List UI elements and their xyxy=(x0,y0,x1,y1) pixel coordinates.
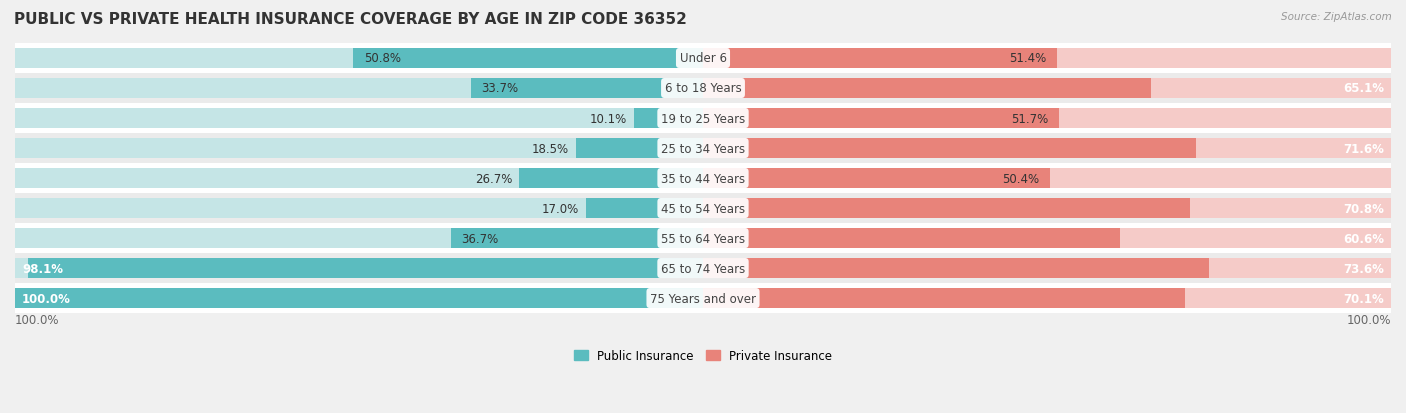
Bar xyxy=(15,283,1391,313)
Bar xyxy=(471,79,703,99)
Text: 50.8%: 50.8% xyxy=(364,52,401,65)
Bar xyxy=(575,139,703,158)
Bar xyxy=(703,229,1121,248)
Text: 65.1%: 65.1% xyxy=(1343,82,1384,95)
Bar xyxy=(703,289,1185,308)
Bar xyxy=(353,49,703,69)
Bar xyxy=(703,79,1152,99)
Text: Under 6: Under 6 xyxy=(679,52,727,65)
Text: 100.0%: 100.0% xyxy=(1347,313,1391,326)
Text: 100.0%: 100.0% xyxy=(22,292,70,305)
Bar xyxy=(703,199,1189,218)
Bar xyxy=(15,223,1391,254)
Bar xyxy=(703,289,1391,308)
Bar xyxy=(15,134,1391,164)
Bar xyxy=(15,169,703,188)
Text: 25 to 34 Years: 25 to 34 Years xyxy=(661,142,745,155)
Text: 51.4%: 51.4% xyxy=(1010,52,1046,65)
Bar xyxy=(519,169,703,188)
Bar xyxy=(15,139,703,158)
Bar xyxy=(15,79,703,99)
Bar xyxy=(703,109,1391,128)
Text: 33.7%: 33.7% xyxy=(481,82,519,95)
Bar xyxy=(15,104,1391,134)
Bar xyxy=(703,229,1391,248)
Text: 73.6%: 73.6% xyxy=(1343,262,1384,275)
Bar xyxy=(15,194,1391,223)
Text: 45 to 54 Years: 45 to 54 Years xyxy=(661,202,745,215)
Text: PUBLIC VS PRIVATE HEALTH INSURANCE COVERAGE BY AGE IN ZIP CODE 36352: PUBLIC VS PRIVATE HEALTH INSURANCE COVER… xyxy=(14,12,688,27)
Text: 26.7%: 26.7% xyxy=(475,172,512,185)
Text: 60.6%: 60.6% xyxy=(1343,232,1384,245)
Text: 98.1%: 98.1% xyxy=(22,262,63,275)
Bar xyxy=(15,164,1391,194)
Text: 6 to 18 Years: 6 to 18 Years xyxy=(665,82,741,95)
Text: 100.0%: 100.0% xyxy=(15,313,59,326)
Bar xyxy=(634,109,703,128)
Bar xyxy=(703,199,1391,218)
Bar xyxy=(15,289,703,308)
Text: 35 to 44 Years: 35 to 44 Years xyxy=(661,172,745,185)
Bar xyxy=(15,44,1391,74)
Bar xyxy=(703,169,1050,188)
Legend: Public Insurance, Private Insurance: Public Insurance, Private Insurance xyxy=(569,344,837,367)
Bar xyxy=(15,109,703,128)
Bar xyxy=(15,74,1391,104)
Text: 75 Years and over: 75 Years and over xyxy=(650,292,756,305)
Text: Source: ZipAtlas.com: Source: ZipAtlas.com xyxy=(1281,12,1392,22)
Bar xyxy=(586,199,703,218)
Bar xyxy=(703,259,1209,278)
Text: 17.0%: 17.0% xyxy=(541,202,579,215)
Bar xyxy=(703,139,1391,158)
Bar xyxy=(703,109,1059,128)
Text: 70.8%: 70.8% xyxy=(1343,202,1384,215)
Bar xyxy=(703,259,1391,278)
Bar xyxy=(15,289,703,308)
Bar xyxy=(15,49,703,69)
Text: 10.1%: 10.1% xyxy=(589,112,627,125)
Text: 70.1%: 70.1% xyxy=(1343,292,1384,305)
Bar xyxy=(15,254,1391,283)
Bar xyxy=(15,259,703,278)
Text: 36.7%: 36.7% xyxy=(461,232,498,245)
Bar xyxy=(703,139,1195,158)
Bar xyxy=(15,229,703,248)
Text: 71.6%: 71.6% xyxy=(1343,142,1384,155)
Bar xyxy=(703,49,1391,69)
Text: 51.7%: 51.7% xyxy=(1011,112,1049,125)
Bar xyxy=(703,169,1391,188)
Text: 55 to 64 Years: 55 to 64 Years xyxy=(661,232,745,245)
Bar xyxy=(450,229,703,248)
Text: 19 to 25 Years: 19 to 25 Years xyxy=(661,112,745,125)
Text: 65 to 74 Years: 65 to 74 Years xyxy=(661,262,745,275)
Text: 18.5%: 18.5% xyxy=(531,142,569,155)
Text: 50.4%: 50.4% xyxy=(1002,172,1039,185)
Bar xyxy=(28,259,703,278)
Bar xyxy=(703,79,1391,99)
Bar xyxy=(15,199,703,218)
Bar xyxy=(703,49,1057,69)
